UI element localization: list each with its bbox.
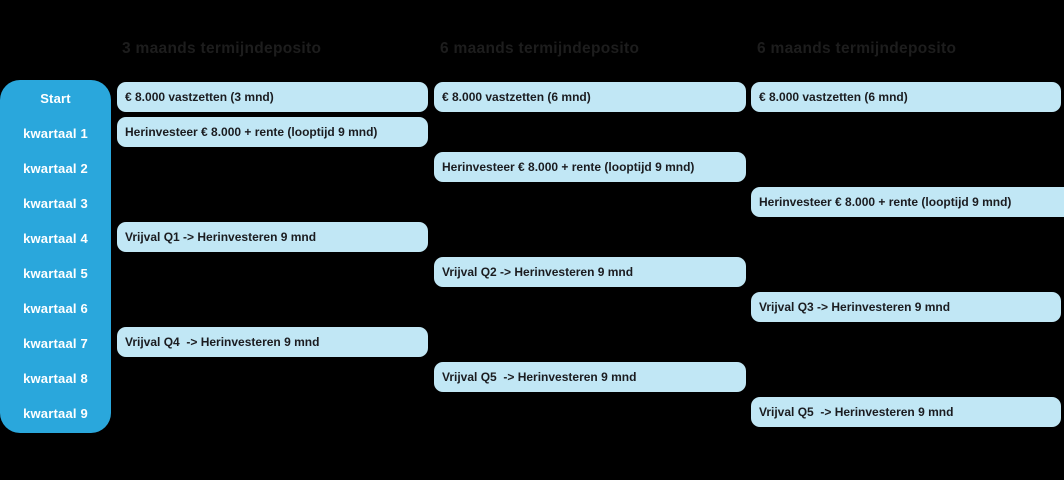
sidebar-row-kwartaal-6: kwartaal 6 bbox=[23, 301, 88, 316]
sidebar-row-kwartaal-5: kwartaal 5 bbox=[23, 266, 88, 281]
deposit-step-box: Vrijval Q3 -> Herinvesteren 9 mnd bbox=[751, 292, 1061, 322]
sidebar-row-kwartaal-2: kwartaal 2 bbox=[23, 161, 88, 176]
sidebar-row-kwartaal-4: kwartaal 4 bbox=[23, 231, 88, 246]
deposit-step-box: Vrijval Q2 -> Herinvesteren 9 mnd bbox=[434, 257, 746, 287]
column-header-1: 3 maands termijndeposito bbox=[122, 40, 322, 57]
sidebar-row-kwartaal-9: kwartaal 9 bbox=[23, 406, 88, 421]
deposit-step-box: Herinvesteer € 8.000 + rente (looptijd 9… bbox=[117, 117, 428, 147]
sidebar-row-start: Start bbox=[40, 91, 71, 106]
deposit-step-box: Herinvesteer € 8.000 + rente (looptijd 9… bbox=[751, 187, 1064, 217]
deposit-step-box: Vrijval Q1 -> Herinvesteren 9 mnd bbox=[117, 222, 428, 252]
deposit-step-box: Vrijval Q5 -> Herinvesteren 9 mnd bbox=[434, 362, 746, 392]
column-header-2: 6 maands termijndeposito bbox=[440, 40, 640, 57]
sidebar-row-kwartaal-8: kwartaal 8 bbox=[23, 371, 88, 386]
deposit-step-box: € 8.000 vastzetten (6 mnd) bbox=[751, 82, 1061, 112]
deposit-step-box: Vrijval Q5 -> Herinvesteren 9 mnd bbox=[751, 397, 1061, 427]
sidebar-row-kwartaal-3: kwartaal 3 bbox=[23, 196, 88, 211]
column-header-3: 6 maands termijndeposito bbox=[757, 40, 957, 57]
deposit-step-box: Herinvesteer € 8.000 + rente (looptijd 9… bbox=[434, 152, 746, 182]
deposit-step-box: Vrijval Q4 -> Herinvesteren 9 mnd bbox=[117, 327, 428, 357]
quarter-sidebar: Start kwartaal 1 kwartaal 2 kwartaal 3 kwart… bbox=[0, 80, 111, 433]
sidebar-row-kwartaal-7: kwartaal 7 bbox=[23, 336, 88, 351]
deposit-step-box: € 8.000 vastzetten (6 mnd) bbox=[434, 82, 746, 112]
sidebar-row-kwartaal-1: kwartaal 1 bbox=[23, 126, 88, 141]
deposit-step-box: € 8.000 vastzetten (3 mnd) bbox=[117, 82, 428, 112]
